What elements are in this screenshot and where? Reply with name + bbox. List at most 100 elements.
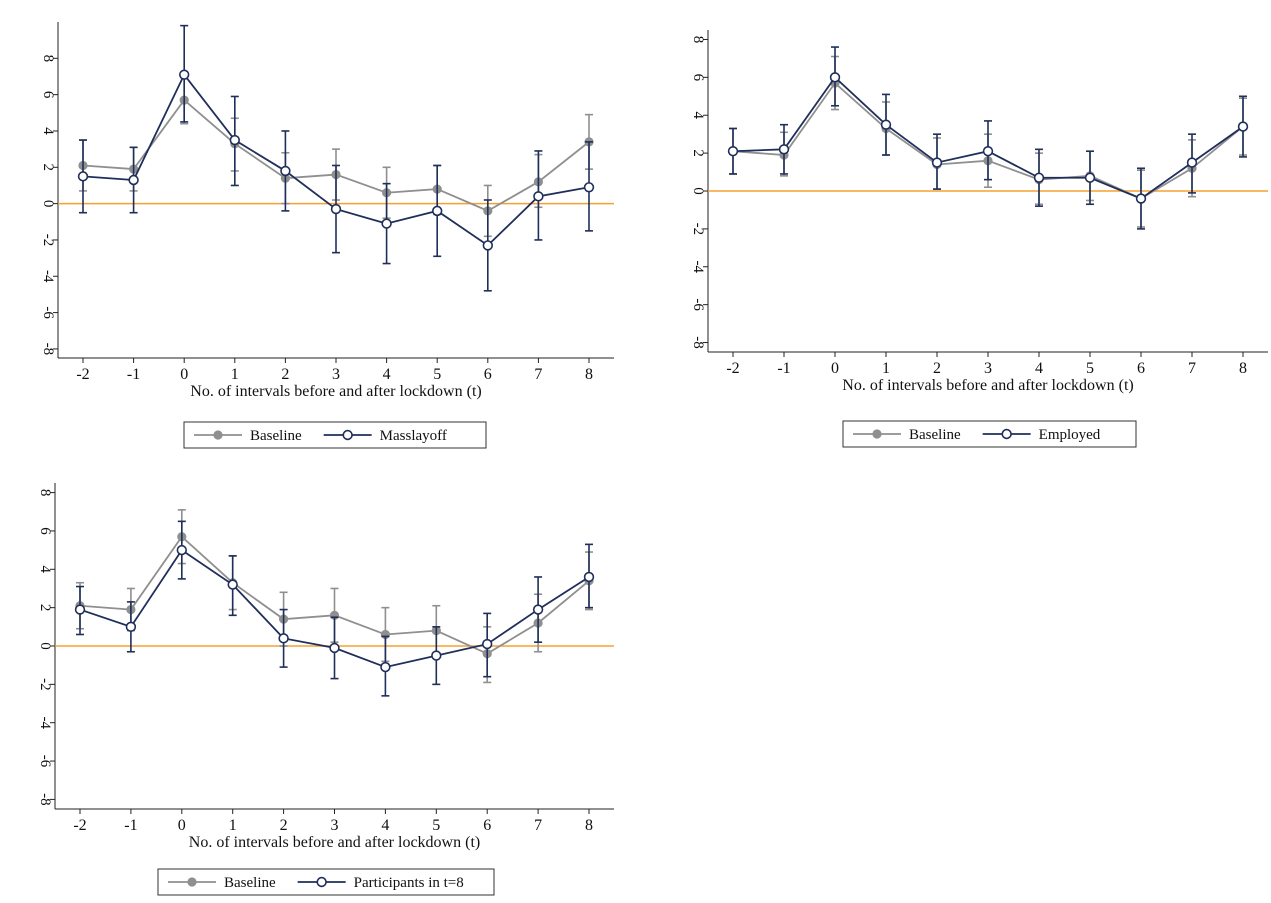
comparison-point [74,604,86,615]
comparison-point [533,191,544,202]
y-tick-label: 2 [690,149,706,157]
legend-baseline-marker [187,877,197,887]
comparison-point [278,633,289,644]
comparison-point [227,579,238,590]
comparison-point [880,119,892,130]
x-tick-label: 8 [585,366,593,383]
y-tick-label: -4 [690,261,706,274]
y-tick-label: 2 [40,164,56,172]
x-tick-label: 4 [381,817,389,834]
comparison-point [532,604,544,615]
chart-panel-masslayoff: -8 -6 -4 -2 0 2 4 6 8 -2 -1 0 1 2 3 4 5 6 7 8 No. of interva… [0,0,635,457]
x-tick-label: 3 [332,366,340,383]
x-tick-label: -2 [76,366,89,383]
x-tick-label: 2 [280,817,288,834]
y-tick-label: -2 [690,223,706,236]
legend-baseline-label: Baseline [250,428,302,444]
comparison-point [1135,193,1147,204]
legend-baseline-label: Baseline [224,875,276,891]
chart-panel-employed: -8 -6 -4 -2 0 2 4 6 8 -2 -1 0 1 2 3 4 5 6 7 8 No. of interva… [660,0,1271,457]
comparison-point [77,171,89,182]
x-axis-title: No. of intervals before and after lockdo… [189,834,480,851]
comparison-point [280,165,291,177]
comparison-point [829,72,841,83]
y-tick-label: -2 [40,234,56,247]
y-tick-label: 4 [40,127,56,135]
comparison-point [1033,172,1045,183]
x-tick-label: 6 [1137,360,1145,377]
comparison-point [431,650,442,661]
x-axis-title: No. of intervals before and after lockdo… [842,377,1133,394]
y-tick-label: 2 [37,604,53,612]
y-tick-label: 6 [37,527,53,535]
x-tick-label: 3 [984,360,992,377]
comparison-point [1084,172,1096,183]
x-tick-label: 4 [1035,360,1043,377]
comparison-point [381,218,392,229]
y-tick-label: 6 [40,91,56,99]
x-tick-label: 2 [933,360,941,377]
comparison-point [432,205,443,217]
legend-baseline-marker [872,429,882,439]
comparison-point [128,174,139,186]
chart-employed-svg: -8 -6 -4 -2 0 2 4 6 8 -2 -1 0 1 2 3 4 5 6 7 8 No. of interva… [690,30,1268,448]
x-tick-label: 0 [831,360,839,377]
x-tick-label: -1 [777,360,790,377]
legend-baseline-marker [213,430,223,440]
comparison-point [583,182,595,193]
comparison-point [1237,121,1249,132]
comparison-point [583,571,595,583]
x-tick-label: 1 [231,366,239,383]
y-tick-label: 4 [690,111,706,119]
comparison-point [330,203,342,215]
x-tick-label: 6 [484,366,492,383]
y-tick-label: -2 [37,678,53,691]
chart-participants-svg: -8 -6 -4 -2 0 2 4 6 8 -2 -1 0 1 2 3 4 5 6 7 8 No. of interva… [37,483,614,896]
comparison-point [176,544,188,556]
chart-masslayoff-svg: -8 -6 -4 -2 0 2 4 6 8 -2 -1 0 1 2 3 4 5 6 7 8 No. of interva… [40,22,614,449]
x-axis-title: No. of intervals before and after lockdo… [190,383,481,400]
x-tick-label: 5 [432,817,440,834]
comparison-point [380,661,391,673]
y-tick-label: 8 [37,489,53,497]
y-tick-label: -8 [690,336,706,349]
y-tick-label: 6 [690,74,706,82]
x-tick-label: 8 [585,817,593,834]
x-tick-label: 6 [483,817,491,834]
x-tick-label: 0 [178,817,186,834]
y-tick-label: 4 [37,566,53,574]
y-tick-label: 8 [690,36,706,44]
y-tick-label: 8 [40,55,56,63]
x-tick-label: -2 [73,817,86,834]
legend-comparison-label: Masslayoff [380,428,447,444]
x-tick-label: 8 [1239,360,1247,377]
comparison-point [125,621,137,633]
legend-comparison-label: Participants in t=8 [354,875,464,891]
comparison-point [1186,157,1198,168]
comparison-point [482,638,493,650]
chart-panel-participants: -8 -6 -4 -2 0 2 4 6 8 -2 -1 0 1 2 3 4 5 6 7 8 No. of interva… [0,458,640,903]
x-tick-label: 3 [331,817,339,834]
legend-baseline-label: Baseline [909,427,961,443]
x-tick-label: 5 [433,366,441,383]
x-tick-label: -2 [726,360,739,377]
x-tick-label: 2 [281,366,289,383]
y-tick-label: 0 [37,642,53,650]
y-tick-label: 0 [40,200,56,208]
comparison-point [229,134,241,146]
legend-comparison-marker [1001,428,1012,440]
y-tick-label: -8 [37,793,53,806]
x-tick-label: 1 [229,817,237,834]
x-tick-label: 5 [1086,360,1094,377]
x-tick-label: 4 [383,366,391,383]
comparison-point [778,144,790,155]
x-tick-label: -1 [124,817,137,834]
x-tick-label: -1 [127,366,140,383]
y-tick-label: -8 [40,343,56,356]
x-tick-label: 7 [534,817,542,834]
comparison-point [482,240,493,251]
comparison-point [179,69,190,80]
comparison-point [931,157,943,168]
x-tick-label: 1 [882,360,890,377]
comparison-point [982,146,994,157]
